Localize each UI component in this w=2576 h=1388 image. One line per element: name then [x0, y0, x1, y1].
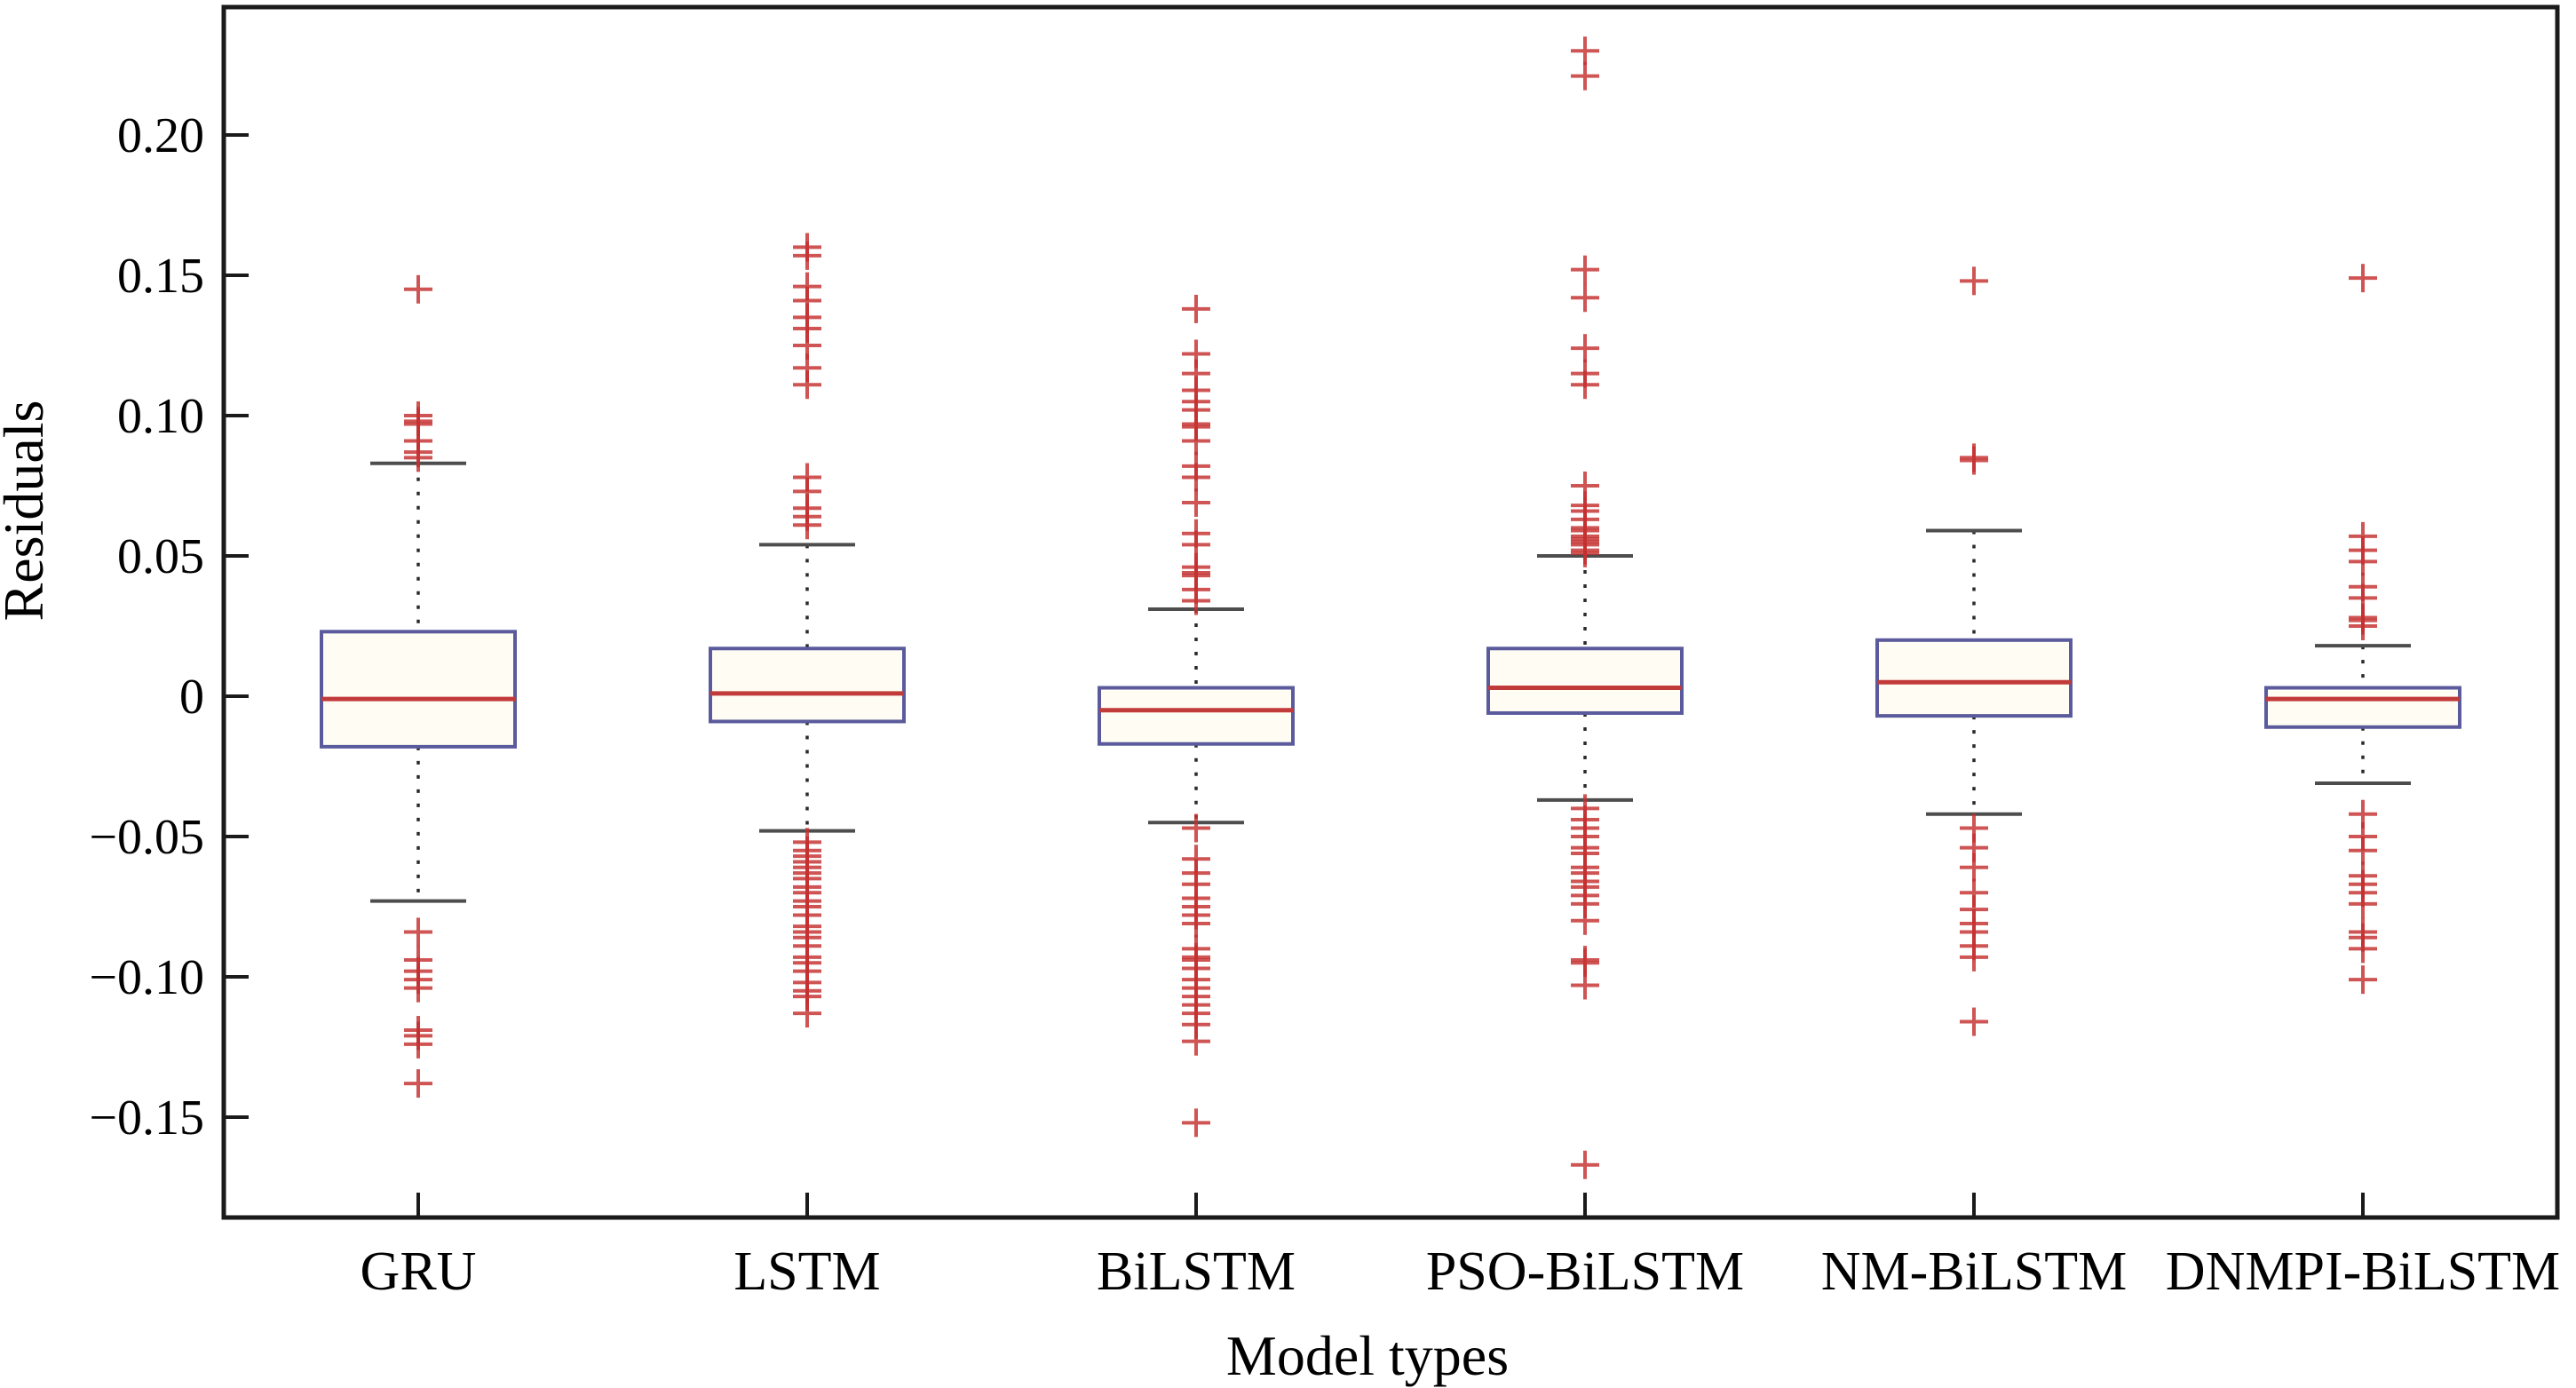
x-axis-title: Model types: [1226, 1324, 1509, 1387]
box-gru: [320, 630, 517, 749]
outlier-marker-gru: [404, 973, 432, 1003]
outlier-marker-nm-bilstm: [1960, 443, 1988, 472]
plot-frame: [221, 4, 2560, 1220]
y-tick-label: −0.10: [89, 950, 204, 1005]
outlier-marker-pso-bilstm: [1571, 334, 1599, 363]
outlier-marker-nm-bilstm: [1960, 1007, 1988, 1036]
outlier-marker-lstm: [793, 272, 821, 301]
outlier-marker-pso-bilstm: [1571, 971, 1599, 1000]
outlier-marker-bilstm: [1182, 519, 1210, 548]
outlier-marker-gru: [404, 401, 432, 430]
outlier-marker-dnmpi-bilstm: [2349, 572, 2377, 601]
y-tick-label: 0.20: [117, 108, 204, 163]
outlier-marker-pso-bilstm: [1571, 1150, 1599, 1179]
outlier-marker-lstm: [793, 999, 821, 1028]
y-tick-label: 0: [179, 670, 204, 725]
outlier-marker-bilstm: [1182, 1108, 1210, 1138]
y-tick-label: 0.10: [117, 389, 204, 444]
outlier-marker-bilstm: [1182, 339, 1210, 369]
box-lstm: [709, 646, 906, 724]
outlier-marker-nm-bilstm: [1960, 853, 1988, 882]
outlier-marker-gru: [404, 274, 432, 304]
outlier-marker-bilstm: [1182, 1027, 1210, 1056]
y-tick-label: 0.05: [117, 529, 204, 584]
outlier-marker-bilstm: [1182, 908, 1210, 938]
outlier-marker-nm-bilstm: [1960, 942, 1988, 972]
outlier-marker-pso-bilstm: [1571, 61, 1599, 91]
y-tick-label: −0.15: [89, 1091, 204, 1146]
outlier-marker-nm-bilstm: [1960, 266, 1988, 296]
outlier-marker-gru: [404, 1069, 432, 1099]
x-tick-label-gru: GRU: [361, 1241, 477, 1302]
x-tick-label-nm-bilstm: NM-BiLSTM: [1821, 1241, 2127, 1302]
outlier-marker-pso-bilstm: [1571, 472, 1599, 500]
outlier-marker-lstm: [793, 233, 821, 262]
box-pso-bilstm: [1486, 646, 1684, 715]
outlier-marker-bilstm: [1182, 451, 1210, 480]
outlier-marker-dnmpi-bilstm: [2349, 965, 2377, 995]
outlier-marker-pso-bilstm: [1571, 906, 1599, 935]
outlier-marker-bilstm: [1182, 813, 1210, 843]
y-tick-label: 0.15: [117, 249, 204, 304]
outlier-marker-dnmpi-bilstm: [2349, 521, 2377, 551]
box-dnmpi-bilstm: [2264, 686, 2461, 729]
x-tick-label-dnmpi-bilstm: DNMPI-BiLSTM: [2166, 1241, 2560, 1302]
outlier-marker-pso-bilstm: [1571, 255, 1599, 284]
outlier-marker-dnmpi-bilstm: [2349, 836, 2377, 865]
box-bilstm: [1098, 686, 1295, 746]
outlier-marker-bilstm: [1182, 488, 1210, 517]
outlier-marker-dnmpi-bilstm: [2349, 889, 2377, 918]
outlier-marker-gru: [404, 1029, 432, 1059]
x-tick-label-bilstm: BiLSTM: [1097, 1241, 1296, 1302]
box-nm-bilstm: [1875, 638, 2073, 718]
outlier-marker-dnmpi-bilstm: [2349, 264, 2377, 293]
x-tick-label-lstm: LSTM: [733, 1241, 880, 1302]
outlier-marker-bilstm: [1182, 294, 1210, 323]
outlier-marker-gru: [404, 917, 432, 947]
outlier-marker-dnmpi-bilstm: [2349, 934, 2377, 964]
outlier-marker-lstm: [793, 463, 821, 492]
x-tick-label-pso-bilstm: PSO-BiLSTM: [1426, 1241, 1744, 1302]
outlier-marker-pso-bilstm: [1571, 36, 1599, 66]
y-axis-title: Residuals: [0, 401, 55, 622]
y-tick-label: −0.05: [89, 810, 204, 865]
outlier-marker-pso-bilstm: [1571, 359, 1599, 388]
outlier-marker-pso-bilstm: [1571, 283, 1599, 313]
